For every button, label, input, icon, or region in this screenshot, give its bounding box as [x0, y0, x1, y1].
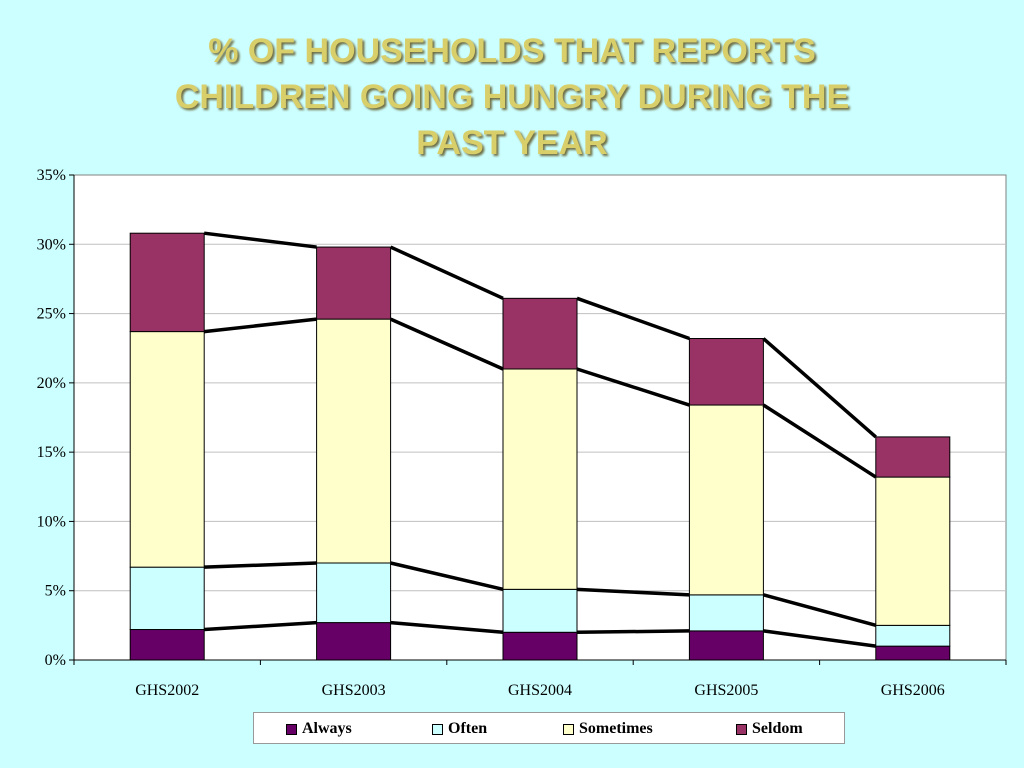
bar-often-ghs2003: [316, 562, 392, 624]
y-tick-label: 20%: [37, 375, 66, 392]
y-tick-label: 15%: [37, 444, 66, 461]
bar-seldom-ghs2005: [688, 338, 764, 406]
bar-seldom-ghs2003: [316, 246, 392, 320]
chart-title-line-1: % OF HOUSEHOLDS THAT REPORTS: [208, 32, 816, 70]
y-tick-label: 25%: [37, 306, 66, 323]
bar-always-ghs2004: [502, 631, 578, 661]
chart-title: % OF HOUSEHOLDS THAT REPORTS CHILDREN GO…: [60, 28, 964, 166]
series-line-sometimes: [389, 317, 504, 371]
bar-sometimes-ghs2003: [316, 318, 392, 564]
bar-always-ghs2002: [129, 629, 205, 661]
y-tick-label: 30%: [37, 236, 66, 253]
bar-sometimes-ghs2002: [129, 331, 205, 568]
legend-item-always: Always: [286, 720, 352, 737]
bar-always-ghs2006: [875, 645, 951, 661]
x-tick-label: GHS2006: [881, 682, 945, 699]
series-line-seldom: [389, 245, 504, 300]
bar-always-ghs2005: [688, 630, 764, 661]
series-line-seldom: [762, 337, 877, 439]
chart-title-line-2: CHILDREN GOING HUNGRY DURING THE: [174, 78, 850, 116]
bar-always-ghs2003: [316, 622, 392, 661]
legend-label-always: Always: [302, 720, 352, 737]
x-tick-label: GHS2003: [322, 682, 386, 699]
series-line-always: [576, 629, 690, 635]
legend-swatch-often: [432, 723, 443, 735]
chart-title-line-3: PAST YEAR: [416, 124, 608, 162]
legend-item-often: Often: [432, 720, 488, 737]
series-line-sometimes: [204, 317, 317, 334]
legend-label-sometimes: Sometimes: [579, 720, 653, 737]
series-line-often: [204, 561, 317, 569]
bar-often-ghs2005: [688, 594, 764, 632]
series-line-seldom: [203, 231, 317, 249]
x-tick-label: GHS2002: [135, 682, 199, 699]
x-tick-label: GHS2004: [508, 682, 572, 699]
legend-item-seldom: Seldom: [736, 720, 803, 737]
y-tick-label: 5%: [45, 583, 66, 600]
legend-label-seldom: Seldom: [752, 720, 803, 737]
bar-often-ghs2006: [875, 624, 951, 647]
bar-seldom-ghs2002: [129, 232, 205, 333]
bar-seldom-ghs2004: [502, 297, 578, 370]
bar-seldom-ghs2006: [875, 436, 951, 478]
y-tick-label: 35%: [37, 167, 66, 184]
bar-sometimes-ghs2006: [875, 476, 951, 626]
series-line-sometimes: [576, 367, 690, 407]
legend-item-sometimes: Sometimes: [563, 720, 653, 737]
chart-legend: Always Often Sometimes Seldom: [253, 712, 845, 744]
legend-swatch-sometimes: [563, 723, 574, 735]
series-line-often: [762, 593, 877, 628]
series-line-seldom: [576, 296, 690, 341]
series-line-often: [390, 561, 504, 592]
series-line-sometimes: [762, 403, 877, 479]
series-line-always: [204, 620, 317, 632]
legend-label-often: Often: [448, 720, 488, 737]
bar-often-ghs2004: [502, 588, 578, 633]
bar-sometimes-ghs2004: [502, 368, 578, 590]
legend-swatch-seldom: [736, 723, 747, 735]
series-line-always: [390, 620, 504, 635]
y-tick-label: 0%: [45, 652, 66, 669]
series-line-always: [763, 629, 877, 648]
series-line-often: [576, 587, 690, 597]
bar-sometimes-ghs2005: [688, 404, 764, 596]
stacked-bar-chart: 0% 5% 10% 15% 20% 25% 30% 35% GHS2002 GHS2003 GHS2…: [37, 167, 1007, 699]
x-tick-label: GHS2005: [694, 682, 758, 699]
y-tick-label: 10%: [37, 513, 66, 530]
legend-swatch-always: [286, 723, 297, 735]
bar-often-ghs2002: [129, 566, 205, 631]
